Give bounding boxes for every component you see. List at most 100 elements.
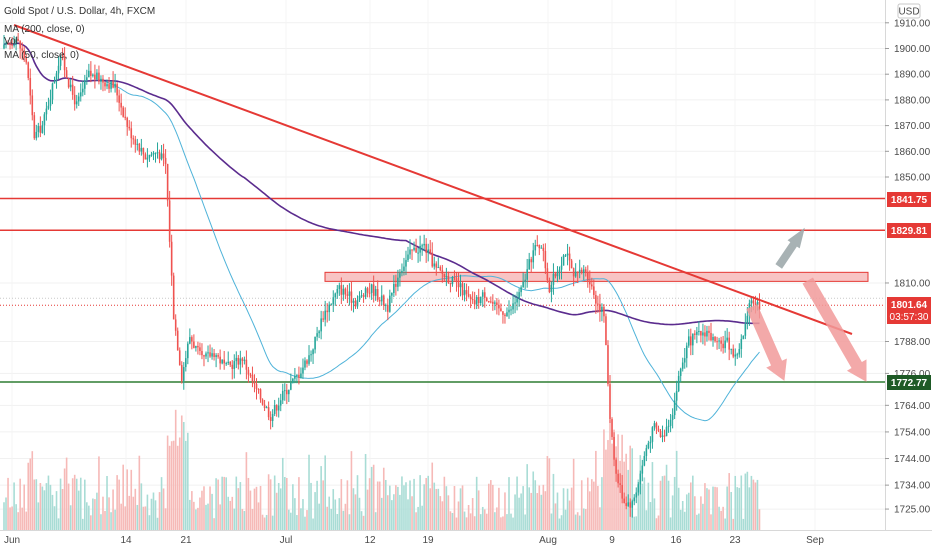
volume-bar bbox=[108, 497, 110, 530]
volume-bar bbox=[110, 512, 112, 530]
candle-body bbox=[191, 337, 193, 342]
candle-body bbox=[53, 81, 56, 84]
candle-body bbox=[617, 473, 619, 484]
currency-selector[interactable]: USD bbox=[897, 3, 921, 19]
candle-body bbox=[607, 345, 609, 385]
candle-body bbox=[742, 335, 745, 339]
candle-body bbox=[281, 390, 284, 401]
indicator-ma200-label[interactable]: MA (200, close, 0) bbox=[4, 24, 85, 35]
volume-bar bbox=[9, 507, 11, 530]
indicator-ma50-label[interactable]: MA (50, close, 0) bbox=[4, 50, 79, 61]
candle-body bbox=[712, 337, 714, 341]
volume-bar bbox=[574, 514, 577, 530]
volume-bar bbox=[609, 419, 611, 530]
candle-body bbox=[397, 277, 399, 287]
candle-body bbox=[750, 300, 753, 304]
volume-bar bbox=[65, 457, 68, 530]
volume-bar bbox=[217, 479, 219, 530]
volume-bar bbox=[324, 455, 326, 530]
volume-bar bbox=[409, 480, 411, 530]
volume-bar bbox=[738, 487, 741, 530]
price-axis[interactable]: 1910.00 1900.00 1890.00 1880.00 1870.00 1860.… bbox=[885, 18, 931, 516]
candle-body bbox=[387, 304, 389, 312]
volume-bar bbox=[172, 440, 175, 530]
candle-body bbox=[730, 348, 732, 350]
time-axis[interactable]: Jun 14 21 Jul 12 19 Aug 9 16 23 Sep bbox=[4, 535, 824, 546]
volume-bar bbox=[130, 469, 133, 530]
volume-bar bbox=[120, 503, 122, 530]
volume-bar bbox=[49, 484, 52, 530]
candle-body bbox=[47, 105, 50, 109]
volume-bar bbox=[233, 508, 236, 530]
candle-body bbox=[710, 332, 712, 341]
candle-body bbox=[300, 373, 302, 378]
volume-bar bbox=[47, 475, 50, 530]
volume-bar bbox=[508, 477, 510, 530]
candle-body bbox=[267, 407, 270, 418]
volume-bar bbox=[433, 482, 436, 530]
volume-bar bbox=[469, 513, 472, 530]
candle-body bbox=[5, 42, 7, 45]
candle-body bbox=[199, 347, 201, 352]
candle-body bbox=[552, 273, 555, 285]
volume-bar bbox=[421, 505, 423, 530]
volume-bar bbox=[201, 490, 203, 530]
volume-bar bbox=[191, 491, 193, 530]
volume-bar bbox=[211, 493, 213, 530]
candle-body bbox=[685, 345, 688, 359]
candle-body bbox=[360, 295, 363, 297]
volume-bar bbox=[645, 510, 648, 530]
candle-body bbox=[647, 443, 650, 449]
volume-bar bbox=[37, 502, 40, 530]
volume-bar bbox=[13, 482, 15, 530]
candle-body bbox=[203, 355, 205, 357]
candle-body bbox=[492, 301, 494, 304]
volume-bar bbox=[334, 499, 337, 530]
volume-bar bbox=[572, 458, 575, 530]
candle-body bbox=[241, 358, 244, 361]
candle-body bbox=[108, 84, 110, 89]
candle-body bbox=[49, 99, 52, 106]
volume-bar bbox=[160, 477, 163, 530]
candle-body bbox=[690, 336, 692, 346]
candle-body bbox=[120, 102, 122, 108]
price-tick-label: 1754.00 bbox=[894, 427, 931, 438]
candle-body bbox=[71, 84, 74, 95]
volume-bar bbox=[534, 480, 537, 530]
volume-bar bbox=[102, 496, 104, 530]
candle-body bbox=[269, 417, 272, 421]
volume-bar bbox=[158, 492, 161, 530]
volume-bar bbox=[524, 514, 526, 530]
time-tick-label: Sep bbox=[806, 535, 824, 546]
volume-bar bbox=[150, 498, 153, 530]
candle-body bbox=[253, 381, 256, 384]
volume-bar bbox=[90, 515, 92, 530]
candle-body bbox=[380, 295, 383, 302]
candle-body bbox=[384, 304, 387, 306]
candle-body bbox=[346, 294, 349, 296]
candle-body bbox=[61, 55, 64, 57]
candle-body bbox=[27, 62, 30, 78]
candle-body bbox=[19, 40, 21, 49]
candle-body bbox=[512, 303, 514, 310]
candle-body bbox=[599, 304, 601, 312]
horizontal-levels bbox=[0, 197, 885, 383]
volume-bar bbox=[277, 483, 280, 530]
volume-bar bbox=[356, 475, 359, 530]
candle-body bbox=[330, 304, 333, 306]
indicator-volume-label[interactable]: Vol bbox=[4, 36, 18, 47]
volume-bar bbox=[31, 451, 34, 530]
candle-body bbox=[455, 278, 458, 282]
volume-bar bbox=[518, 497, 520, 530]
volume-bar bbox=[528, 487, 530, 530]
candle-body bbox=[259, 389, 262, 400]
candle-body bbox=[724, 340, 726, 349]
volume-bar bbox=[152, 492, 155, 530]
candle-body bbox=[17, 39, 19, 41]
volume-bar bbox=[55, 491, 58, 530]
currency-badge[interactable] bbox=[897, 3, 921, 19]
candle-body bbox=[286, 390, 288, 395]
candle-body bbox=[504, 314, 506, 317]
volume-bar bbox=[290, 512, 292, 530]
